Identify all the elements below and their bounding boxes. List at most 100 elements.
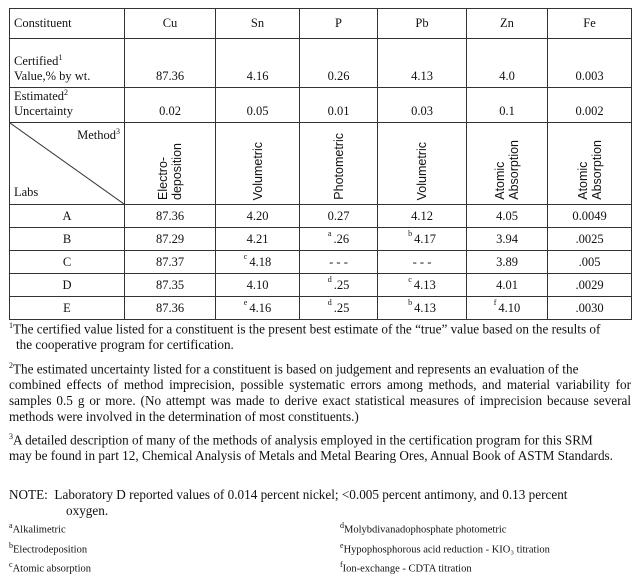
method-cell: Volumetric	[215, 122, 300, 206]
constituent-label: Constituent	[9, 8, 125, 39]
column-header: Zn	[466, 8, 548, 39]
method-note: eHypophosphorous acid reduction - KIO₃ t…	[340, 540, 550, 556]
table-row: B 87.29 4.21 a .26 b 4.17 3.94.0025	[9, 227, 632, 252]
value-text: 4.01	[496, 277, 518, 292]
lab-value: 4.01	[466, 273, 548, 298]
uncertainty-value: 0.03	[377, 86, 467, 124]
lab-value: 87.29	[124, 227, 216, 252]
lab-value: .0029	[547, 273, 632, 298]
value-text: 0.27	[327, 208, 350, 223]
method-name: Atomic Absorption	[493, 140, 521, 201]
method-marker: c	[408, 274, 412, 284]
value-text: - - -	[329, 254, 348, 269]
footnote-2: 2The estimated uncertainty listed for a …	[9, 361, 631, 425]
method-note: bElectrodeposition	[9, 540, 88, 556]
method-cell: Atomic Absorption	[466, 122, 548, 206]
column-header: Pb	[377, 8, 467, 39]
uncertainty-value: 0.002	[547, 86, 632, 124]
column-header: P	[299, 8, 378, 39]
lab-value: d .25	[299, 296, 378, 321]
value-text: 4.05	[496, 208, 518, 223]
table-row: D 87.35 4.10 d .25 c 4.13 4.01 .0029	[9, 273, 632, 298]
lab-value: .0030	[547, 296, 632, 321]
lab-value: f 4.10	[466, 296, 548, 321]
value-text: 3.94	[496, 231, 518, 246]
lab-value: 4.12	[377, 204, 467, 229]
lab-value: .005	[547, 250, 632, 275]
lab-value: 3.89	[466, 250, 548, 275]
lab-value: 3.94	[466, 227, 548, 252]
certified-value: 0.003	[547, 38, 632, 88]
value-text: .25	[333, 277, 350, 292]
certified-row: Certified1 Value,% by wt. 87.36 4.16 0.26…	[9, 38, 632, 88]
lab-value: 4.21	[215, 227, 300, 252]
certified-value: 0.26	[299, 38, 378, 88]
method-cell: Atomic Absorption	[547, 122, 632, 206]
value-text: 4.10	[246, 277, 269, 292]
lab-value: d .25	[299, 273, 378, 298]
method-note: dMolybdivanadophosphate photometric	[340, 521, 507, 536]
method-name: Atomic Absorption	[575, 140, 604, 201]
method-label: Method3	[77, 127, 120, 143]
value-text: 4.13	[414, 300, 436, 315]
value-text: 4.21	[246, 231, 269, 246]
value-text: .26	[333, 231, 350, 246]
value-text: .0025	[575, 231, 604, 246]
value-text: 4.16	[249, 300, 272, 315]
value-text: .005	[578, 254, 601, 269]
method-marker: f	[493, 297, 497, 307]
footnote-3: 3A detailed description of many of the m…	[9, 432, 613, 464]
method-row: Method3 Labs Electro-deposition Volumetri…	[9, 122, 632, 206]
method-marker: c	[243, 251, 248, 261]
value-text: 87.36	[155, 300, 185, 315]
method-cell: Volumetric	[377, 122, 467, 206]
method-cell: Photometric	[299, 122, 378, 206]
lab-value: 0.0049	[547, 204, 632, 229]
value-text: 4.12	[411, 208, 433, 223]
method-marker: e	[243, 297, 248, 307]
lab-value: 87.37	[124, 250, 216, 275]
certification-table: Constituent Cu Sn P Pb Zn Fe Certified1 V…	[9, 8, 632, 321]
value-text: 87.36	[155, 208, 185, 223]
value-text: 87.35	[155, 277, 185, 292]
table-row: A 87.36 4.20 0.27 4.12 4.05 0.0049	[9, 204, 632, 229]
footnote-1: 1The certified value listed for a consti…	[9, 321, 601, 353]
certified-value: 4.13	[377, 38, 467, 88]
table-row: E 87.36 e 4.16 d .25 b 4.13 f 4.10.0030	[9, 296, 632, 321]
note: NOTE: Laboratory D reported values of 0.…	[9, 487, 568, 518]
method-marker: b	[408, 297, 413, 307]
lab-value: b 4.13	[377, 296, 467, 321]
value-text: 4.13	[413, 277, 436, 292]
uncertainty-value: 0.02	[124, 86, 216, 124]
method-name: Electro-deposition	[156, 143, 184, 201]
uncertainty-value: 0.01	[299, 86, 378, 124]
lab-value: 4.05	[466, 204, 548, 229]
note-label: NOTE:	[9, 487, 48, 502]
method-note: aAlkalimetric	[9, 521, 66, 536]
lab-value: 0.27	[299, 204, 378, 229]
lab-name: A	[9, 204, 125, 229]
method-notes-right: dMolybdivanadophosphate photometric eHyp…	[340, 518, 550, 577]
method-name: Volumetric	[415, 141, 429, 201]
value-text: 0.0049	[572, 208, 607, 223]
lab-value: - - -	[299, 250, 378, 275]
lab-value: 4.20	[215, 204, 300, 229]
lab-name: C	[9, 250, 125, 275]
method-marker: d	[327, 274, 332, 284]
certified-value: 87.36	[124, 38, 216, 88]
value-text: - - -	[412, 254, 432, 269]
certified-value: 4.0	[466, 38, 548, 88]
method-marker: b	[408, 228, 413, 238]
diagonal-divider	[10, 123, 124, 204]
uncertainty-label: Estimated2 Uncertainty	[9, 86, 125, 124]
column-header: Sn	[215, 8, 300, 39]
table-row: C 87.37 c 4.18 - - - - - - 3.89 .005	[9, 250, 632, 275]
column-header: Cu	[124, 8, 216, 39]
method-note: fIon-exchange - CDTA titration	[340, 560, 472, 575]
value-text: 4.17	[414, 231, 436, 246]
lab-name: B	[9, 227, 125, 252]
lab-name: D	[9, 273, 125, 298]
lab-value: - - -	[377, 250, 467, 275]
labs-label: Labs	[14, 185, 39, 200]
value-text: 4.10	[498, 300, 521, 315]
